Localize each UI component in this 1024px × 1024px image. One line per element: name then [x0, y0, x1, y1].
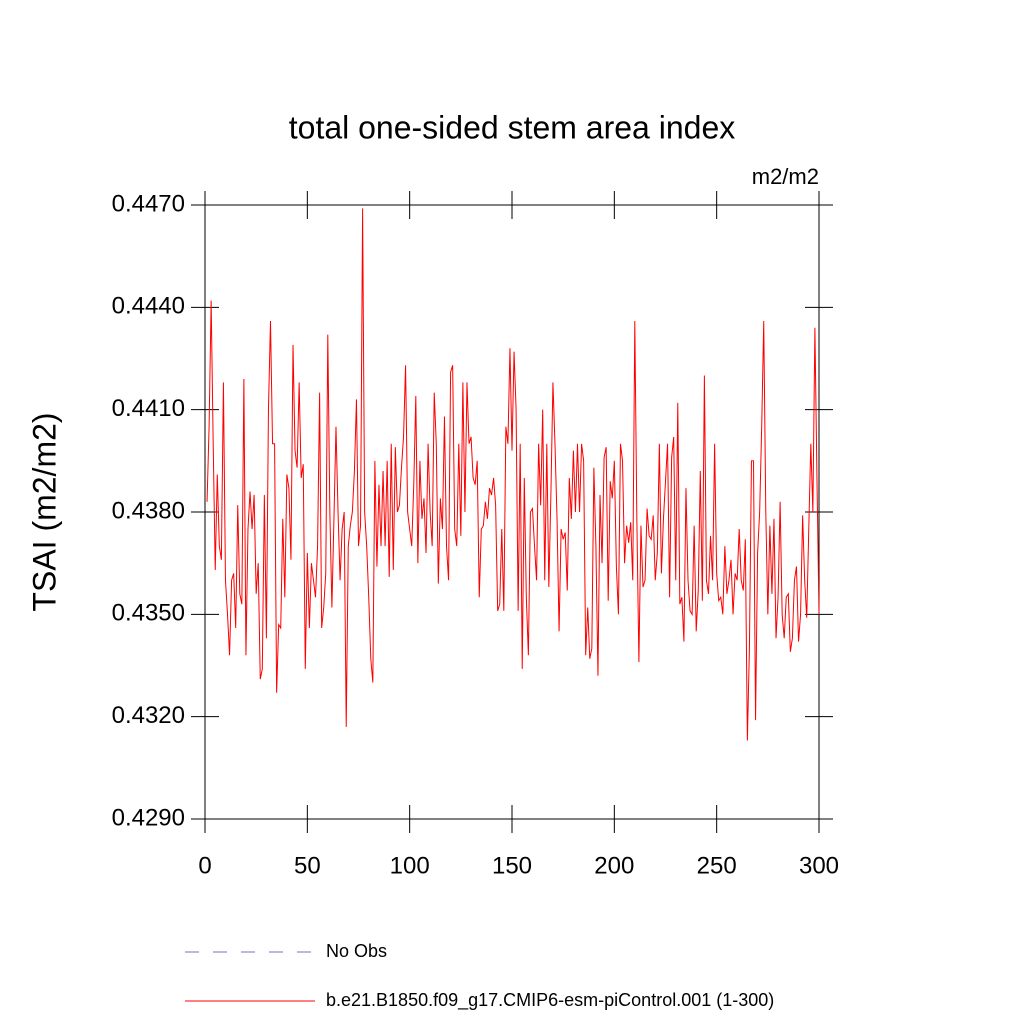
units-label: m2/m2: [752, 164, 819, 189]
legend-label: No Obs: [326, 941, 387, 961]
y-tick-label: 0.4380: [112, 497, 185, 524]
data-line: [206, 208, 820, 741]
x-tick-label: 150: [492, 852, 532, 879]
x-tick-label: 100: [390, 852, 430, 879]
plot-frame: [204, 204, 820, 820]
legend-label: b.e21.B1850.f09_g17.CMIP6-esm-piControl.…: [326, 990, 774, 1011]
y-tick-label: 0.4410: [112, 395, 185, 422]
y-tick-label: 0.4320: [112, 702, 185, 729]
x-tick-label: 50: [294, 852, 321, 879]
y-tick-label: 0.4350: [112, 600, 185, 627]
y-tick-label: 0.4290: [112, 804, 185, 831]
x-tick-label: 0: [198, 852, 211, 879]
x-tick-label: 300: [799, 852, 839, 879]
chart-title: total one-sided stem area index: [289, 109, 735, 145]
y-tick-label: 0.4440: [112, 293, 185, 320]
x-tick-label: 200: [594, 852, 634, 879]
x-tick-label: 250: [697, 852, 737, 879]
y-axis-label: TSAI (m2/m2): [26, 412, 62, 611]
y-tick-label: 0.4470: [112, 190, 185, 217]
